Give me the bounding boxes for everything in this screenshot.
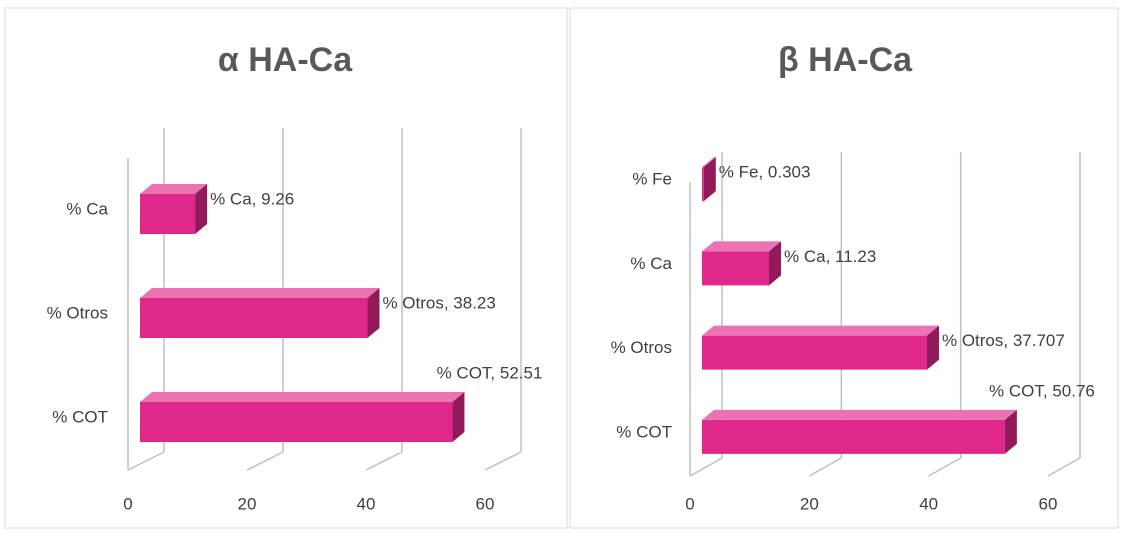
- category-label: % Ca: [66, 199, 108, 218]
- x-tick-label: 0: [123, 494, 132, 513]
- x-tick-label: 20: [238, 494, 257, 513]
- bar-top: [702, 157, 716, 168]
- data-label: % COT, 52.51: [437, 363, 543, 382]
- category-label: % Otros: [611, 338, 672, 357]
- category-label: % Fe: [632, 170, 672, 189]
- bar-top: [702, 241, 782, 252]
- grid-line: [484, 451, 522, 471]
- bar-top: [140, 288, 380, 298]
- grid-line: [928, 457, 962, 477]
- data-label: % Ca, 9.26: [210, 189, 294, 208]
- grid-line: [246, 451, 284, 471]
- bar: [140, 194, 196, 234]
- bar-side: [703, 157, 716, 202]
- grid-line: [1047, 457, 1081, 477]
- x-tick-label: 20: [800, 494, 819, 513]
- x-tick-label: 60: [476, 494, 495, 513]
- data-label: % Ca, 11.23: [784, 247, 876, 266]
- data-label: % Otros, 38.23: [382, 293, 495, 312]
- bar-side: [769, 241, 782, 286]
- panel-frame: [4, 7, 568, 529]
- grid-line: [127, 451, 165, 471]
- grid-line: [808, 457, 842, 477]
- bar-side: [926, 325, 939, 370]
- bar-top: [702, 325, 939, 336]
- grid-line: [365, 451, 403, 471]
- bar-side: [195, 184, 208, 234]
- bar-side: [452, 392, 465, 442]
- category-label: % COT: [616, 422, 672, 441]
- bar: [702, 419, 1005, 454]
- bar: [702, 251, 770, 286]
- x-tick-label: 60: [1039, 494, 1058, 513]
- bar: [140, 298, 368, 338]
- bar-top: [140, 184, 208, 194]
- x-tick-label: 40: [919, 494, 938, 513]
- category-label: % COT: [52, 407, 108, 426]
- panel-frame: [569, 7, 1119, 529]
- bar-side: [367, 288, 380, 338]
- data-label: % Fe, 0.303: [719, 163, 811, 182]
- bar: [702, 335, 927, 370]
- data-label: % Otros, 37.707: [942, 331, 1065, 350]
- category-label: % Ca: [630, 254, 672, 273]
- bar-side: [1004, 409, 1017, 454]
- bar: [702, 167, 704, 202]
- bar: [140, 402, 453, 442]
- grid-line: [689, 457, 723, 477]
- category-label: % Otros: [47, 303, 108, 322]
- chart-title: β HA-Ca: [778, 41, 913, 79]
- chart-title: α HA-Ca: [218, 41, 353, 79]
- x-tick-label: 40: [357, 494, 376, 513]
- data-label: % COT, 50.76: [989, 381, 1095, 400]
- x-tick-label: 0: [685, 494, 694, 513]
- bar-top: [702, 409, 1017, 420]
- bar-top: [140, 392, 465, 402]
